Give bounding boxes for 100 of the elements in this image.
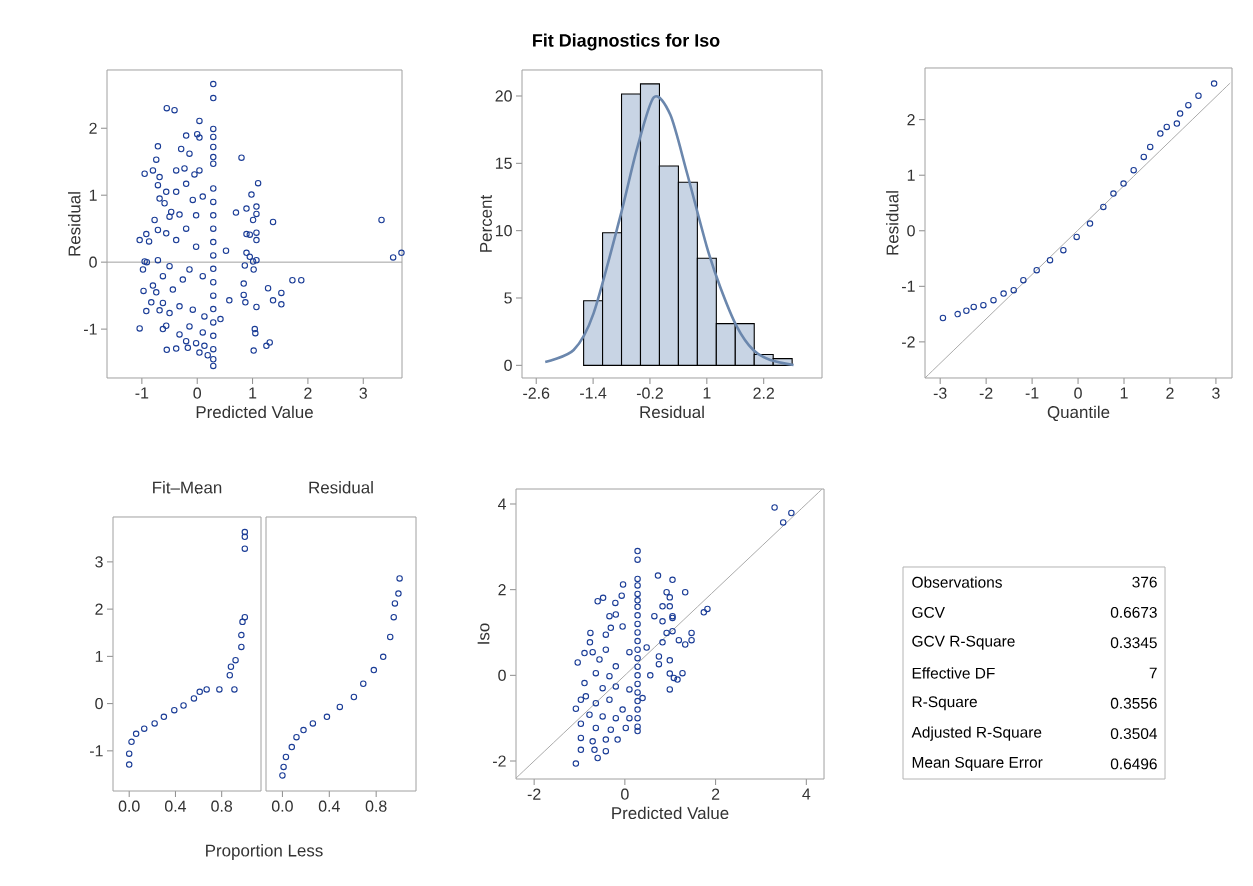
- x-tick-label: 0.0: [271, 800, 293, 812]
- y-tick-label: 15: [495, 157, 512, 169]
- y-tick-label: 1: [89, 189, 97, 201]
- point: [125, 761, 133, 768]
- point: [1110, 190, 1117, 197]
- data-label: 0.6496: [1110, 758, 1157, 770]
- point: [171, 706, 178, 714]
- chart-title: Fit Diagnostics for Iso: [533, 33, 720, 51]
- y-tick-label: -2: [902, 336, 915, 348]
- line-series: [543, 95, 795, 367]
- x-axis-title: Predicted Value: [612, 806, 729, 820]
- point: [1046, 256, 1054, 264]
- x-axis-title: Predicted Value: [196, 405, 313, 419]
- x-tick-label: 1: [249, 387, 257, 399]
- chart-title: Residual: [309, 481, 373, 494]
- point: [1210, 80, 1218, 87]
- data-label: 0.3345: [1110, 637, 1157, 649]
- point: [288, 743, 296, 751]
- point: [309, 720, 317, 727]
- point: [203, 686, 210, 693]
- y-tick-label: 10: [495, 225, 512, 237]
- y-tick-label: 0: [498, 669, 506, 681]
- y-tick-label: 0: [95, 697, 103, 710]
- point: [1120, 180, 1127, 187]
- x-tick-label: 0: [1074, 387, 1082, 399]
- point: [1140, 153, 1148, 161]
- x-axis-title: Residual: [640, 405, 704, 419]
- x-tick-label: 2.2: [753, 387, 774, 399]
- x-tick-label: 3: [359, 387, 367, 399]
- y-tick-label: 3: [95, 556, 103, 568]
- point: [241, 613, 249, 621]
- data-label: 0.3504: [1110, 728, 1158, 740]
- point: [227, 663, 235, 670]
- point: [232, 656, 239, 664]
- point: [140, 725, 148, 732]
- point: [350, 693, 358, 701]
- x-tick-label: -1: [1025, 387, 1039, 399]
- y-tick-label: 2: [907, 114, 915, 126]
- x-tick-label: 2: [304, 387, 312, 399]
- y-tick-label: 2: [95, 603, 103, 615]
- point: [1195, 92, 1202, 100]
- point: [954, 310, 961, 318]
- point: [391, 600, 399, 607]
- point: [980, 301, 987, 309]
- x-axis-title: Proportion Less: [206, 844, 323, 860]
- point: [1010, 286, 1017, 294]
- point: [300, 726, 307, 734]
- data-label: 0.3556: [1110, 697, 1157, 709]
- y-tick-label: -2: [493, 755, 506, 767]
- point: [360, 680, 367, 688]
- point: [970, 303, 977, 311]
- point: [239, 618, 246, 626]
- category-label: Observations: [912, 576, 1002, 588]
- y-tick-label: 0: [504, 359, 512, 371]
- y-tick-label: 1: [95, 650, 103, 662]
- x-tick-label: -1: [135, 387, 149, 399]
- point: [1100, 203, 1107, 211]
- point: [1163, 123, 1170, 131]
- point: [238, 643, 245, 651]
- x-tick-label: -2: [527, 788, 541, 800]
- chart-title: Fit–Mean: [153, 481, 222, 494]
- point: [1173, 120, 1181, 127]
- y-tick-label: 2: [498, 584, 506, 596]
- point: [370, 666, 378, 674]
- point: [939, 314, 947, 322]
- point: [1157, 130, 1164, 137]
- point: [128, 738, 135, 746]
- y-tick-label: 20: [495, 90, 512, 102]
- point: [1073, 233, 1080, 241]
- point: [1130, 166, 1137, 174]
- point: [231, 686, 238, 693]
- y-tick-label: -1: [902, 280, 915, 292]
- category-label: R-Square: [912, 696, 977, 711]
- point: [151, 720, 158, 727]
- x-tick-label: -2: [979, 387, 993, 399]
- point: [390, 613, 397, 621]
- y-tick-label: -1: [84, 323, 97, 335]
- point: [196, 688, 203, 696]
- y-axis-title: Residual: [886, 191, 899, 255]
- point: [396, 575, 403, 582]
- point: [226, 672, 234, 679]
- point: [1146, 143, 1154, 151]
- point: [1033, 266, 1040, 274]
- x-tick-label: 4: [802, 788, 811, 800]
- point: [379, 653, 387, 661]
- x-tick-label: -2.6: [523, 387, 550, 399]
- point: [1000, 290, 1007, 297]
- data-label: 376: [1132, 576, 1157, 588]
- point: [386, 633, 394, 641]
- point: [282, 753, 290, 761]
- x-tick-label: 0.4: [318, 800, 340, 812]
- point: [963, 307, 970, 315]
- data-label: 7: [1149, 667, 1157, 679]
- y-tick-label: 5: [504, 292, 512, 304]
- y-axis-title: Iso: [477, 623, 490, 644]
- y-tick-label: 2: [89, 122, 97, 134]
- point: [241, 528, 249, 536]
- point: [1185, 101, 1192, 109]
- x-tick-label: 2: [711, 788, 720, 800]
- point: [180, 702, 187, 709]
